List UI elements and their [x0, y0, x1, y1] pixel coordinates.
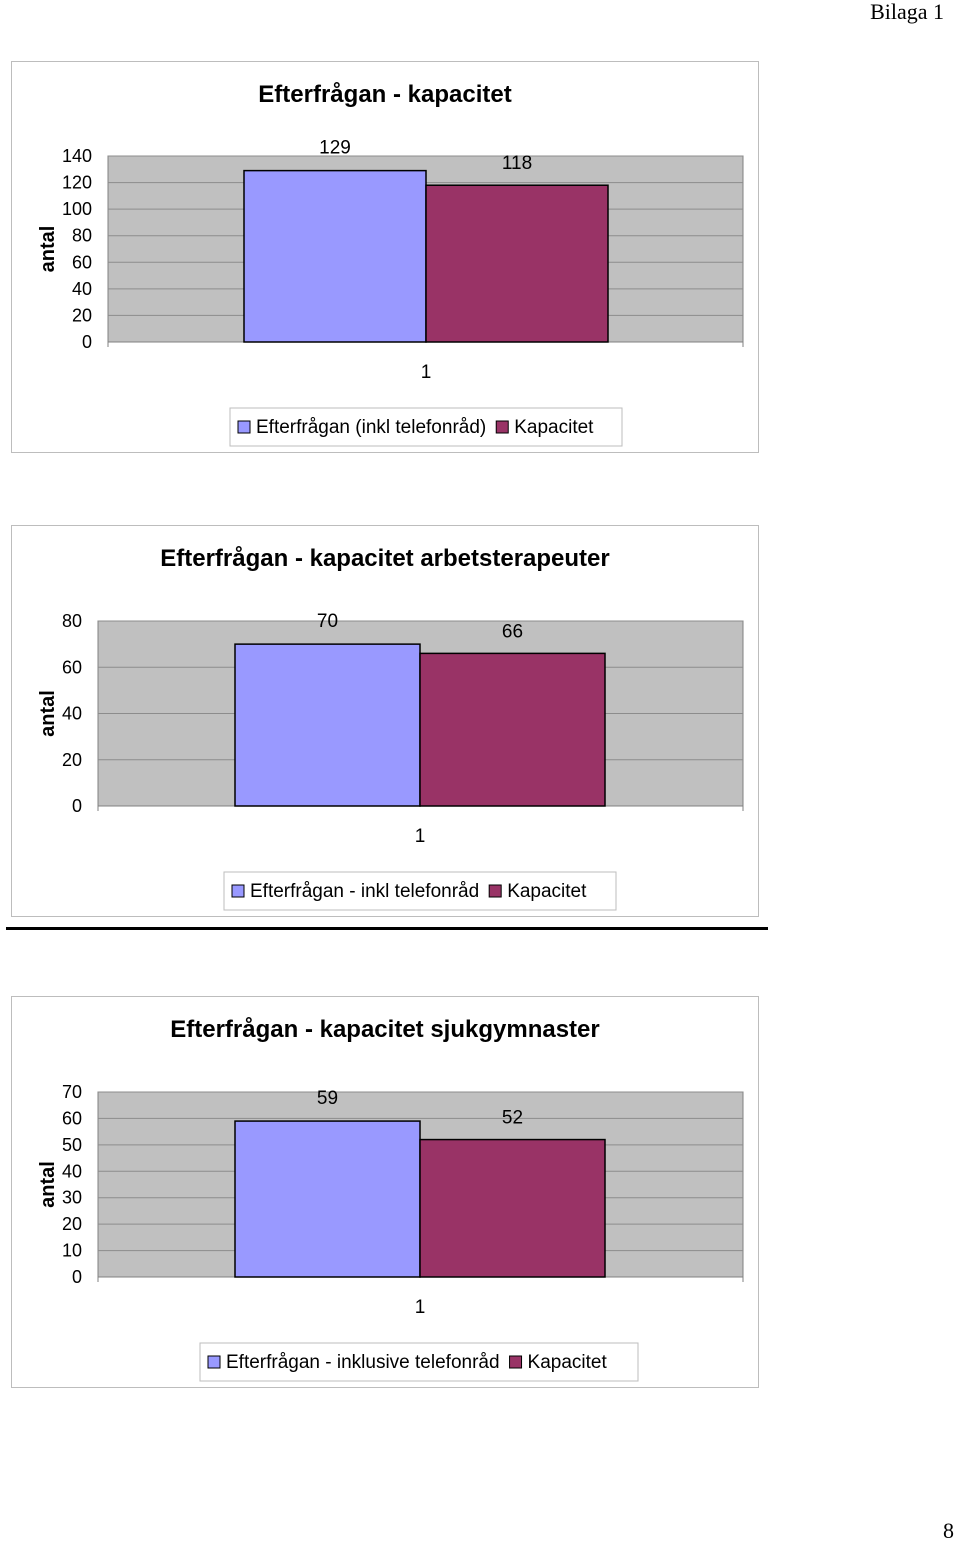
legend-swatch	[207, 1355, 221, 1369]
data-label: 129	[319, 138, 351, 159]
chart-title: Efterfrågan - kapacitet	[258, 81, 511, 108]
chart-frame-occupational-therapists: Efterfrågan - kapacitet arbetsterapeuter…	[11, 525, 759, 917]
chart-physiotherapists: Efterfrågan - kapacitet sjukgymnaster 0 10…	[37, 1016, 744, 1382]
data-label: 66	[502, 621, 523, 642]
legend-box	[223, 871, 617, 911]
chart-title: Efterfrågan - kapacitet sjukgymnaster	[170, 1016, 599, 1043]
bar-capacity	[419, 652, 606, 807]
chart-title: Efterfrågan - kapacitet arbetsterapeuter	[160, 545, 609, 572]
chart-frame-demand-capacity: Efterfrågan - kapacitet 0 20 40 60 80 100 120 14…	[11, 61, 759, 453]
legend-entry: Efterfrågan - inklusive telefonråd	[226, 1352, 500, 1373]
y-tick-label: 120	[62, 173, 92, 193]
divider-line	[6, 927, 768, 930]
legend-swatch	[231, 884, 245, 898]
y-tick-label: 0	[72, 1267, 82, 1287]
bar-demand	[234, 1120, 421, 1278]
y-tick-label: 20	[62, 750, 82, 770]
y-tick-label: 60	[62, 1108, 82, 1128]
x-category-label: 1	[415, 1297, 426, 1318]
legend-box	[199, 1342, 639, 1382]
y-tick-label: 20	[62, 1214, 82, 1234]
legend-entry: Efterfrågan - inkl telefonråd	[250, 881, 479, 902]
chart-frame-physiotherapists: Efterfrågan - kapacitet sjukgymnaster 0 10…	[11, 996, 759, 1388]
y-axis-label: antal	[37, 690, 59, 737]
y-tick-label: 100	[62, 199, 92, 219]
y-tick-label: 40	[62, 1161, 82, 1181]
y-tick-label: 40	[62, 704, 82, 724]
y-tick-label: 40	[72, 279, 92, 299]
legend-box	[229, 407, 623, 447]
y-axis-label: antal	[37, 226, 59, 273]
y-tick-label: 80	[72, 226, 92, 246]
y-tick-label: 50	[62, 1135, 82, 1155]
page-number: 8	[943, 1518, 954, 1543]
data-label: 70	[317, 611, 338, 632]
data-label: 118	[502, 153, 532, 174]
bar-demand	[234, 643, 421, 807]
y-tick-label: 10	[62, 1241, 82, 1261]
legend-swatch	[488, 884, 502, 898]
y-tick-label: 60	[62, 657, 82, 677]
legend-entry: Efterfrågan (inkl telefonråd)	[256, 417, 486, 438]
y-tick-label: 140	[62, 146, 92, 166]
y-tick-label: 70	[62, 1082, 82, 1102]
legend-entry: Kapacitet	[514, 417, 594, 438]
legend-swatch	[495, 420, 509, 434]
bar-demand	[243, 169, 427, 343]
y-tick-label: 60	[72, 252, 92, 272]
bar-capacity	[419, 1138, 606, 1278]
data-label: 52	[502, 1108, 523, 1129]
y-tick-label: 0	[82, 332, 92, 352]
y-axis-label: antal	[37, 1161, 59, 1208]
x-category-label: 1	[421, 362, 432, 383]
y-tick-label: 20	[72, 305, 92, 325]
chart-occupational-therapists: Efterfrågan - kapacitet arbetsterapeuter…	[37, 545, 744, 911]
y-tick-label: 30	[62, 1188, 82, 1208]
legend-entry: Kapacitet	[528, 1352, 608, 1373]
legend-swatch	[237, 420, 251, 434]
chart-demand-capacity: Efterfrågan - kapacitet 0 20 40 60 80 100 120 14…	[37, 81, 744, 447]
x-category-label: 1	[415, 826, 426, 847]
data-label: 59	[317, 1088, 338, 1109]
legend-swatch	[509, 1355, 523, 1369]
legend-entry: Kapacitet	[507, 881, 587, 902]
y-tick-label: 80	[62, 611, 82, 631]
y-tick-label: 0	[72, 796, 82, 816]
page-header-label: Bilaga 1	[870, 0, 944, 24]
bar-capacity	[425, 184, 609, 343]
